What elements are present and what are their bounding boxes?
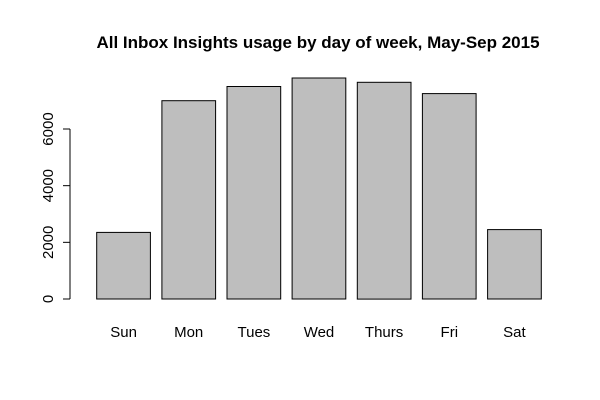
bar-tues <box>226 86 282 300</box>
bars-group <box>96 77 542 300</box>
bar-thurs <box>356 81 412 300</box>
y-tick-label: 2000 <box>40 226 57 259</box>
x-tick-label-thurs: Thurs <box>365 324 403 341</box>
bar-sat <box>487 229 542 300</box>
x-tick-label-mon: Mon <box>174 324 203 341</box>
y-axis: 0 2000 4000 6000 <box>40 112 71 303</box>
y-tick-label: 6000 <box>40 112 57 145</box>
bar-sun <box>96 231 151 300</box>
x-tick-label-sat: Sat <box>503 324 526 341</box>
bar-fri <box>421 93 477 300</box>
y-tick-label: 0 <box>40 295 57 303</box>
x-tick-label-fri: Fri <box>441 324 459 341</box>
x-tick-label-wed: Wed <box>304 324 335 341</box>
chart-title: All Inbox Insights usage by day of week,… <box>96 33 539 52</box>
x-tick-label-sun: Sun <box>110 324 137 341</box>
bar-mon <box>161 100 217 300</box>
x-tick-label-tues: Tues <box>238 324 271 341</box>
x-tick-labels: Sun Mon Tues Wed Thurs Fri Sat <box>110 324 526 341</box>
bar-wed <box>291 77 347 300</box>
y-tick-label: 4000 <box>40 169 57 202</box>
